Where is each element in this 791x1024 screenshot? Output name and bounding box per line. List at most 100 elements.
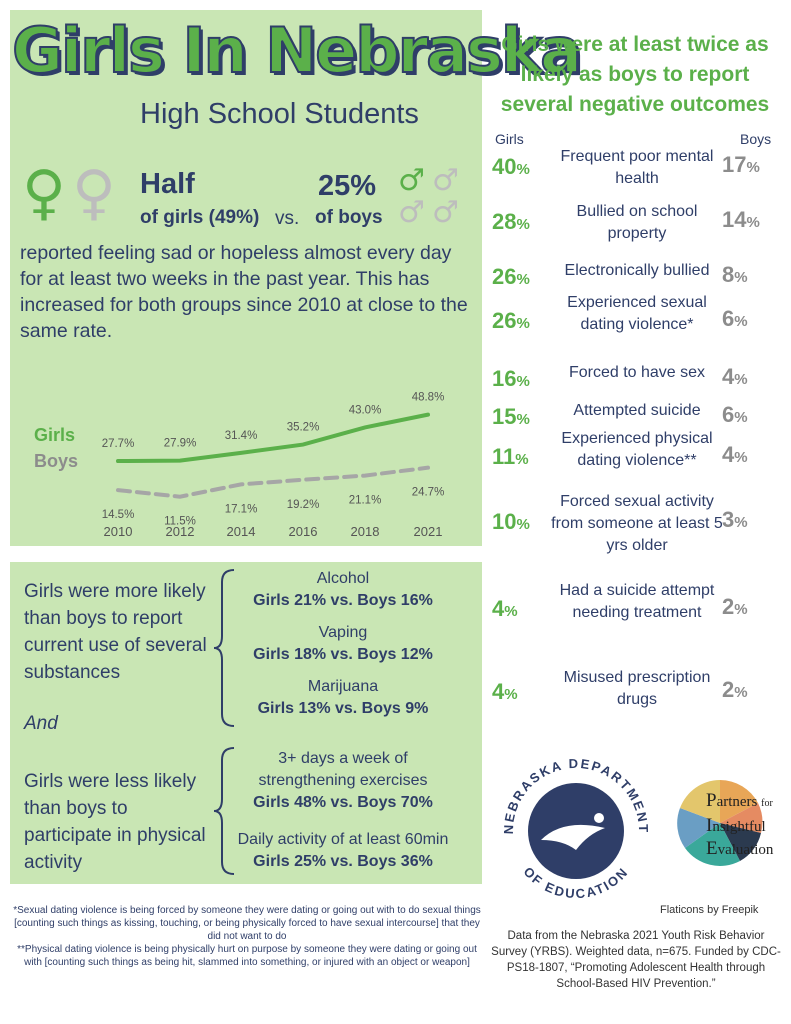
boys-label: of boys xyxy=(315,207,383,228)
boys-value: 3% xyxy=(722,507,748,532)
partners-valuation: valuation xyxy=(717,842,774,858)
boys-value: 14% xyxy=(722,207,760,232)
outcome-label: Forced to have sex xyxy=(568,364,706,381)
partners-for: for xyxy=(761,798,773,809)
data-source: Data from the Nebraska 2021 Youth Risk B… xyxy=(491,930,781,990)
alcohol-value: Girls 21% vs. Boys 16% xyxy=(253,592,433,609)
boys-value: 6% xyxy=(722,402,748,427)
daily-activity-value: Girls 25% vs. Boys 36% xyxy=(253,853,433,870)
girls-value: 4% xyxy=(492,596,518,621)
page-subtitle: High School Students xyxy=(140,98,419,130)
marijuana-label: Marijuana xyxy=(307,678,379,695)
vaping-label: Vaping xyxy=(318,624,368,641)
outcome-row: 15% Attempted suicide 6% xyxy=(490,398,785,468)
outcome-label: Had a suicide attempt needing treatment xyxy=(559,582,715,621)
x-tick-label: 2014 xyxy=(227,524,256,539)
data-label: 48.8% xyxy=(412,392,445,404)
data-label: 19.2% xyxy=(287,499,320,511)
data-label: 43.0% xyxy=(349,404,382,416)
outcome-label: Electronically bullied xyxy=(564,262,710,279)
x-tick-label: 2010 xyxy=(104,524,133,539)
girls-label: of girls (49%) xyxy=(140,207,260,228)
outcome-row: 26% Experienced sexual dating violence* 6% xyxy=(490,294,785,372)
partners-logo-icon xyxy=(677,780,763,866)
outcome-label: Forced sexual activity from someone at l… xyxy=(551,493,723,554)
outcome-label: Misused prescription drugs xyxy=(563,669,711,708)
footnote-sexual: *Sexual dating violence is being forced … xyxy=(13,905,481,942)
outcome-label: Attempted suicide xyxy=(573,402,701,419)
boys-column-header: Boys xyxy=(740,131,772,147)
boys-pct: 25% xyxy=(318,170,377,202)
boys-value: 8% xyxy=(722,262,748,287)
outcome-row: 4% Had a suicide attempt needing treatmen… xyxy=(490,582,785,660)
girls-value: 11% xyxy=(492,444,529,469)
alcohol-stat: Alcohol Girls 21% vs. Boys 16% xyxy=(238,568,448,612)
partners-i: I xyxy=(706,815,713,836)
male-symbol-icon: ♂ xyxy=(432,195,459,230)
girls-value: 10% xyxy=(492,509,530,534)
outcome-row: 16% Forced to have sex 4% xyxy=(490,360,785,430)
credits: Flaticons by Freepik xyxy=(660,904,759,916)
female-symbol-icon: ♀ xyxy=(72,158,116,228)
legend-girls: Girls xyxy=(34,425,75,445)
girls-value: 28% xyxy=(492,209,530,234)
girls-column-header: Girls xyxy=(495,131,524,147)
daily-activity-label: Daily activity of at least 60min xyxy=(237,831,449,848)
x-tick-label: 2016 xyxy=(289,524,318,539)
male-symbol-icon: ♂ xyxy=(398,163,425,198)
partners-artners: artners xyxy=(716,794,758,810)
male-symbol-icon: ♂ xyxy=(432,163,459,198)
outcome-row: 26% Electronically bullied 8% xyxy=(490,258,785,328)
data-label: 35.2% xyxy=(287,422,320,434)
outcome-label: Frequent poor mental health xyxy=(560,148,714,187)
data-label: 14.5% xyxy=(102,509,135,521)
girls-value: 4% xyxy=(492,679,518,704)
strength-label: 3+ days a week of strengthening exercise… xyxy=(258,750,428,789)
substances-intro: Girls were more likely than boys to repo… xyxy=(24,581,207,683)
data-label: 11.5% xyxy=(164,516,196,528)
data-label: 27.7% xyxy=(102,438,135,450)
boys-value: 2% xyxy=(722,677,748,702)
half-label: Half xyxy=(140,168,195,200)
outcome-row: 11% Experienced physical dating violence*… xyxy=(490,430,785,508)
female-symbol-icon: ♀ xyxy=(22,158,66,228)
girls-value: 26% xyxy=(492,308,530,333)
partners-nsightful: nsightful xyxy=(712,819,766,835)
outcome-row: 40% Frequent poor mental health 17% xyxy=(490,148,785,218)
girls-value: 15% xyxy=(492,404,530,429)
and-label: And xyxy=(24,713,58,734)
legend-boys: Boys xyxy=(34,451,78,471)
data-label: 27.9% xyxy=(164,438,197,450)
partners-p: P xyxy=(706,790,717,811)
data-label: 24.7% xyxy=(412,487,445,499)
boys-value: 2% xyxy=(722,594,748,619)
girls-value: 26% xyxy=(492,264,530,289)
girls-value: 40% xyxy=(492,154,530,179)
marijuana-value: Girls 13% vs. Boys 9% xyxy=(257,700,429,717)
x-tick-label: 2012 xyxy=(166,524,195,539)
footnotes: *Sexual dating violence is being forced … xyxy=(12,904,482,969)
footnote-physical: **Physical dating violence is being phys… xyxy=(17,944,477,968)
x-tick-label: 2018 xyxy=(351,524,380,539)
vaping-stat: Vaping Girls 18% vs. Boys 12% xyxy=(238,622,448,666)
data-label: 31.4% xyxy=(225,430,258,442)
substances-panel xyxy=(10,562,482,884)
page-title: Girls In Nebraska xyxy=(11,13,583,88)
x-tick-label: 2021 xyxy=(414,524,443,539)
boys-value: 17% xyxy=(722,152,760,177)
girls-series-line xyxy=(116,412,430,464)
alcohol-label: Alcohol xyxy=(316,570,370,587)
boys-value: 4% xyxy=(722,364,748,389)
partners-e: E xyxy=(706,838,718,859)
outcome-label: Experienced sexual dating violence* xyxy=(567,294,707,333)
headline-body: reported feeling sad or hopeless almost … xyxy=(20,242,468,342)
outcome-row: 28% Bullied on school property 14% xyxy=(490,203,785,273)
girls-value: 16% xyxy=(492,366,530,391)
strength-value: Girls 48% vs. Boys 70% xyxy=(253,794,433,811)
strength-stat: 3+ days a week of strengthening exercise… xyxy=(238,748,448,814)
male-symbol-icon: ♂ xyxy=(398,195,425,230)
outcome-row: 10% Forced sexual activity from someone a… xyxy=(490,493,785,573)
brace-icon xyxy=(213,569,235,727)
trend-chart: 27.7% 27.9% 31.4% 35.2% 43.0% 48.8% Girls 14.5%… xyxy=(34,392,445,539)
partners-wordmark: Partners for Insightful Evaluation xyxy=(706,790,773,861)
